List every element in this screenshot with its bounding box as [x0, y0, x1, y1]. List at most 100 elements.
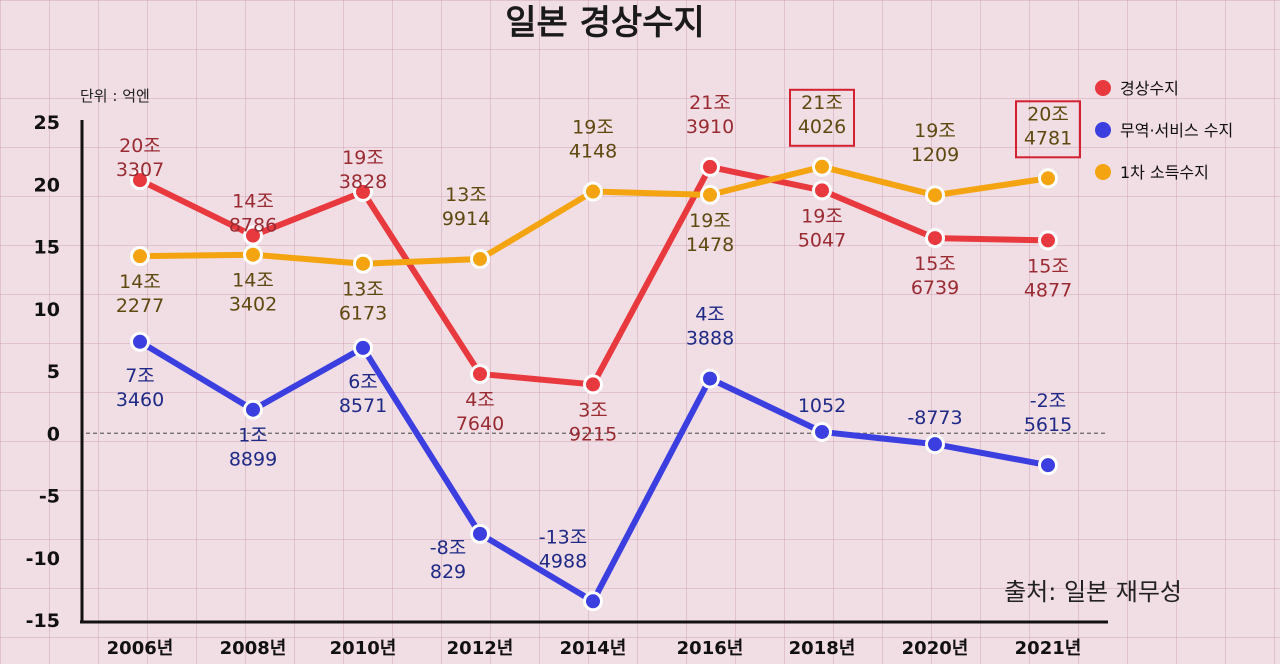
data-point-income — [130, 246, 150, 267]
data-label-line: 15조 — [914, 253, 956, 275]
data-label-line: 3조 — [578, 399, 608, 421]
data-label-income: 19조 4148 — [569, 117, 617, 163]
data-label-line: 6173 — [339, 303, 387, 325]
data-label-income: 20조 4781 — [1024, 103, 1072, 149]
data-label-line: 2277 — [116, 295, 164, 317]
y-tick-label: 20 — [34, 174, 60, 196]
data-label-line: -2조 — [1030, 390, 1066, 412]
y-tick-label: 0 — [47, 423, 60, 445]
y-tick-label: -5 — [39, 486, 60, 508]
data-point-trade — [583, 591, 603, 612]
data-label-line: 19조 — [914, 120, 956, 142]
data-point-trade — [243, 399, 263, 420]
data-point-trade — [925, 434, 945, 455]
data-label-line: 19조 — [801, 205, 843, 227]
data-label-current: 19조 3828 — [339, 147, 387, 193]
data-point-income — [353, 253, 373, 274]
highlight-boxes — [789, 88, 1081, 159]
data-label-line: 8899 — [229, 449, 277, 471]
data-point-trade — [700, 368, 720, 389]
data-label-line: 8786 — [229, 215, 277, 237]
data-label-trade: 6조 8571 — [339, 371, 387, 417]
data-label-line: 3888 — [686, 328, 734, 350]
data-label-current: 4조 7640 — [456, 389, 504, 435]
data-label-line: 20조 — [1027, 103, 1069, 125]
data-label-current: 19조 5047 — [798, 205, 846, 251]
x-tick-label: 2018년 — [789, 638, 856, 659]
x-tick-label: 2016년 — [677, 638, 744, 659]
data-point-current — [243, 225, 263, 246]
data-label-line: 7640 — [456, 413, 504, 435]
data-point-trade — [353, 337, 373, 358]
data-label-line: 4781 — [1024, 127, 1072, 149]
data-label-line: 19조 — [572, 117, 614, 139]
series-points — [130, 156, 1058, 612]
data-label-current: 15조 6739 — [911, 253, 959, 299]
data-label-current: 21조 3910 — [686, 92, 734, 138]
y-tick-label: 15 — [34, 237, 60, 259]
y-tick-label: 5 — [47, 361, 60, 383]
data-label-line: 13조 — [445, 184, 487, 206]
data-label-line: 1조 — [238, 425, 268, 447]
data-label-income: 13조 6173 — [339, 279, 387, 325]
legend-label-trade: 무역·서비스 수지 — [1120, 121, 1233, 140]
data-label-line: 6조 — [348, 371, 378, 393]
data-label-income: 19조 1478 — [686, 210, 734, 256]
data-label-trade: -2조 5615 — [1024, 390, 1072, 436]
data-point-trade — [1038, 455, 1058, 476]
data-label-current: 20조 3307 — [116, 135, 164, 181]
data-label-line: 21조 — [689, 92, 731, 114]
y-tick-labels: 25 20 15 10 5 0 -5 -10 -15 — [26, 112, 60, 632]
data-point-income — [470, 249, 490, 270]
legend-label-current: 경상수지 — [1120, 79, 1179, 98]
data-label-line: 3828 — [339, 171, 387, 193]
data-label-line: 5047 — [798, 229, 846, 251]
data-label-line: 8571 — [339, 395, 387, 417]
unit-label: 단위 : 억엔 — [80, 87, 150, 105]
data-label-trade: 1조 8899 — [229, 425, 277, 471]
x-tick-labels: 2006년 2008년 2010년 2012년 2014년 2016년 2018년 2020년… — [107, 638, 1082, 659]
data-point-trade — [470, 523, 490, 544]
data-label-line: -8조 — [430, 537, 466, 559]
y-tick-label: 10 — [34, 299, 60, 321]
data-point-trade — [130, 331, 150, 352]
data-label-line: 7조 — [125, 365, 155, 387]
data-label-line: 6739 — [911, 277, 959, 299]
data-label-line: 1209 — [911, 144, 959, 166]
x-tick-label: 2010년 — [330, 638, 397, 659]
data-label-line: -8773 — [907, 407, 962, 429]
data-label-trade: -8773 — [907, 407, 962, 429]
data-label-line: 19조 — [689, 210, 731, 232]
y-tick-label: 25 — [34, 112, 60, 134]
data-label-line: 4148 — [569, 141, 617, 163]
data-label-line: 3402 — [229, 294, 277, 316]
data-label-line: 9215 — [569, 423, 617, 445]
data-label-trade: -13조 4988 — [539, 526, 588, 572]
x-tick-label: 2014년 — [560, 638, 627, 659]
data-label-line: 829 — [430, 561, 466, 583]
data-label-trade: 7조 3460 — [116, 365, 164, 411]
legend-marker-trade — [1095, 122, 1111, 138]
data-point-income — [243, 244, 263, 265]
data-label-line: 20조 — [119, 135, 161, 157]
data-label-line: 3460 — [116, 389, 164, 411]
legend-marker-current — [1095, 80, 1111, 96]
chart-title: 일본 경상수지 — [505, 3, 705, 43]
data-label-line: 4조 — [465, 389, 495, 411]
data-label-line: 19조 — [342, 147, 384, 169]
data-point-income — [583, 181, 603, 202]
legend-label-income: 1차 소득수지 — [1120, 163, 1209, 182]
data-point-income — [925, 185, 945, 206]
data-label-line: 14조 — [119, 271, 161, 293]
data-point-current — [353, 181, 373, 202]
highlight-box — [1015, 100, 1081, 159]
data-label-current: 15조 4877 — [1024, 255, 1072, 301]
data-label-line: 4026 — [798, 116, 846, 138]
x-tick-label: 2008년 — [220, 638, 287, 659]
data-point-current — [470, 363, 490, 384]
x-tick-label: 2006년 — [107, 638, 174, 659]
x-tick-label: 2020년 — [902, 638, 969, 659]
data-label-line: 13조 — [342, 279, 384, 301]
